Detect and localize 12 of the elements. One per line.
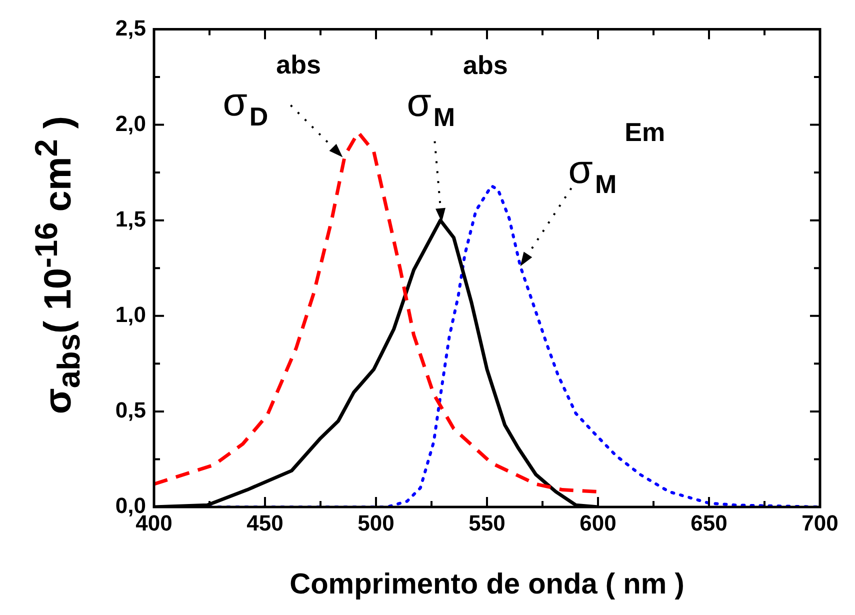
x-tick-label: 550: [468, 510, 506, 536]
y-tick-label: 0,5: [115, 398, 146, 423]
x-tick-label: 700: [802, 510, 838, 536]
y-tick-label: 1,0: [115, 302, 146, 327]
y-tick-label: 1,5: [115, 206, 146, 232]
y-tick-label: 2,0: [115, 110, 146, 136]
x-tick-label: 450: [246, 510, 284, 536]
y-tick-label: 2,5: [115, 15, 146, 40]
x-tick-label: 600: [580, 510, 616, 536]
x-tick-label: 650: [690, 510, 728, 536]
x-axis-title: Comprimento de onda ( nm ): [290, 568, 684, 601]
x-tick-label: 500: [358, 510, 394, 536]
